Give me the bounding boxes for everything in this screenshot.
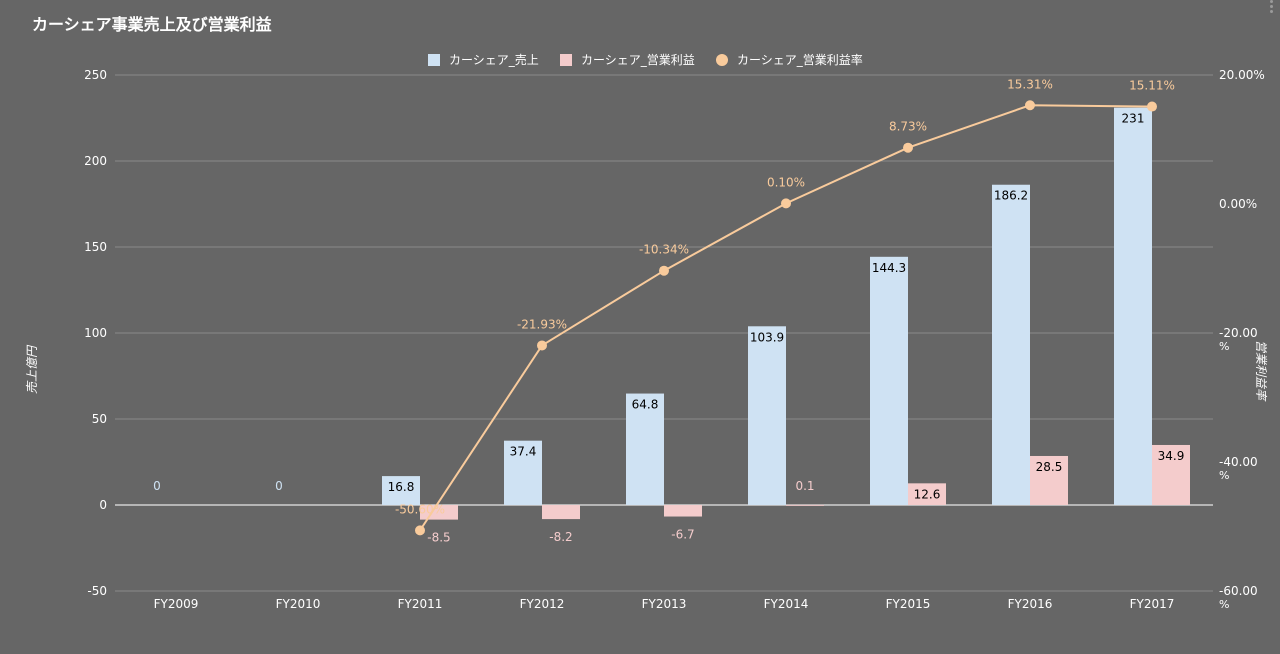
y2-tick-label: 20.00%	[1219, 68, 1265, 82]
y2-tick-unit: %	[1219, 469, 1229, 482]
rate-data-label: 15.11%	[1129, 79, 1175, 93]
legend-swatch	[716, 54, 728, 66]
legend-label: カーシェア_売上	[449, 52, 539, 67]
y2-tick-label: -40.00	[1219, 455, 1258, 469]
sales-data-label: 64.8	[632, 398, 659, 412]
x-tick-label: FY2016	[1008, 597, 1053, 611]
more-options-icon[interactable]	[1270, 0, 1274, 14]
sales-bar	[748, 326, 786, 505]
y-tick-label: 250	[84, 68, 107, 82]
profit-data-label: 34.9	[1158, 449, 1185, 463]
profit-bar	[542, 505, 580, 520]
x-tick-label: FY2012	[520, 597, 565, 611]
x-tick-label: FY2013	[642, 597, 687, 611]
profit-data-label: -8.5	[427, 531, 450, 545]
x-tick-label: FY2017	[1130, 597, 1175, 611]
sales-data-label: 16.8	[388, 480, 415, 494]
y2-tick-label: 0.00%	[1219, 197, 1257, 211]
rate-point	[1147, 101, 1157, 112]
sales-data-label: 0	[275, 479, 283, 493]
rate-point	[781, 198, 791, 209]
y-axis-label: 売上億円	[25, 344, 39, 394]
x-tick-label: FY2011	[398, 597, 443, 611]
y2-tick-label: -60.00	[1219, 584, 1258, 598]
rate-data-label: -50.60%	[395, 502, 445, 516]
sales-bar	[1114, 107, 1152, 506]
sales-data-label: 144.3	[872, 261, 906, 275]
profit-bar	[908, 483, 946, 505]
rate-point	[659, 265, 669, 276]
y2-tick-label: -20.00	[1219, 326, 1258, 340]
legend-swatch	[560, 54, 572, 66]
x-tick-label: FY2009	[154, 597, 199, 611]
legend-swatch	[428, 54, 440, 66]
y2-axis-label: 営業利益率	[1254, 340, 1268, 402]
x-tick-label: FY2014	[764, 597, 809, 611]
sales-data-label: 231	[1122, 112, 1145, 126]
sales-bar	[504, 440, 542, 505]
y-tick-label: 150	[84, 240, 107, 254]
y2-tick-unit: %	[1219, 598, 1229, 611]
profit-bar	[786, 504, 824, 506]
chart-title: カーシェア事業売上及び営業利益	[32, 15, 272, 34]
rate-point	[537, 340, 547, 351]
profit-bar	[664, 505, 702, 517]
legend-label: カーシェア_営業利益率	[737, 52, 863, 67]
profit-bar	[1030, 455, 1068, 505]
profit-data-label: 12.6	[914, 487, 941, 501]
rate-data-label: -21.93%	[517, 317, 567, 331]
x-tick-label: FY2015	[886, 597, 931, 611]
rate-point	[1025, 100, 1035, 111]
rate-point	[903, 142, 913, 153]
sales-bar	[992, 184, 1030, 505]
sales-data-label: 103.9	[750, 330, 784, 344]
sales-data-label: 186.2	[994, 189, 1028, 203]
rate-data-label: 15.31%	[1007, 77, 1053, 91]
sales-bar	[870, 256, 908, 505]
legend-label: カーシェア_営業利益	[581, 53, 695, 67]
sales-bar	[626, 393, 664, 505]
profit-data-label: 28.5	[1036, 460, 1063, 474]
y-tick-label: 200	[84, 154, 107, 168]
rate-data-label: 0.10%	[767, 175, 805, 189]
x-tick-label: FY2010	[276, 597, 321, 611]
rate-data-label: -10.34%	[639, 243, 689, 257]
rate-point	[415, 525, 425, 536]
profit-data-label: 0.1	[795, 479, 814, 493]
profit-data-label: -8.2	[549, 530, 572, 544]
y-tick-label: 100	[84, 326, 107, 340]
y-tick-label: 50	[92, 412, 107, 426]
rate-data-label: 8.73%	[889, 120, 927, 134]
sales-data-label: 0	[153, 479, 161, 493]
y-tick-label: -50	[87, 584, 107, 598]
sales-data-label: 37.4	[510, 445, 537, 459]
y-tick-label: 0	[99, 498, 107, 512]
profit-bar	[1152, 444, 1190, 505]
profit-data-label: -6.7	[671, 528, 694, 542]
y2-tick-unit: %	[1219, 340, 1229, 353]
sales-bar	[382, 476, 420, 505]
